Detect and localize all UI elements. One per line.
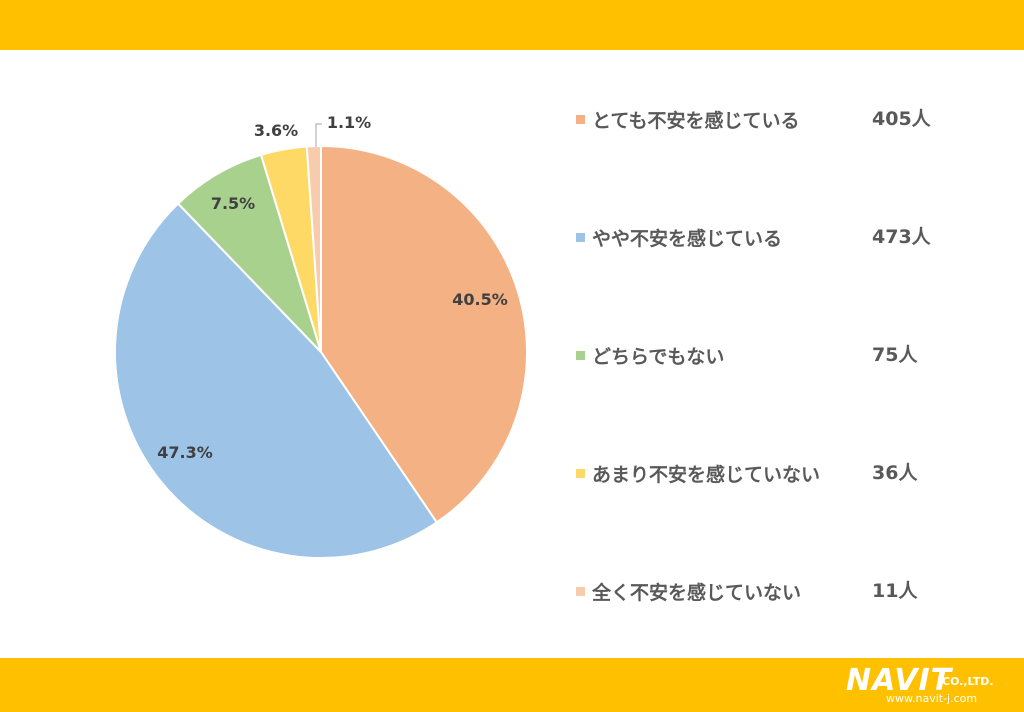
slice-label-3: 7.5% [211,194,255,213]
legend-label: あまり不安を感じていない [592,463,821,486]
slice-label-4: 3.6% [254,121,298,140]
slice-label-5: 1.1% [327,113,371,132]
legend-label: 全く不安を感じていない [592,581,802,604]
legend-item-3: どちらでもない [576,340,724,370]
legend-count-1: 405人 [872,108,931,130]
legend-label: どちらでもない [592,345,725,368]
leader-line [315,123,322,147]
legend-item-4: あまり不安を感じていない [576,458,820,488]
legend-item-2: やや不安を感じている [576,222,782,252]
legend-count-4: 36人 [872,462,918,484]
pie-slice-5 [305,144,322,353]
legend-swatch [576,468,585,478]
legend-count-3: 75人 [872,344,918,366]
legend-swatch [576,114,585,124]
legend-swatch [576,586,585,596]
pie-slice-3 [176,153,322,353]
pie-slice-2 [113,202,439,559]
legend-item-5: 全く不安を感じていない [576,576,801,606]
legend-label: とても不安を感じている [592,109,800,132]
logo-word: NAVIT [846,663,953,698]
legend-swatch [576,232,585,242]
legend-item-1: とても不安を感じている [576,104,799,134]
legend-count-2: 473人 [872,226,931,248]
logo-url: www.navit-j.com [886,692,978,705]
slice-label-1: 40.5% [452,290,508,309]
pie-slice-1 [320,144,528,524]
legend-swatch [576,350,585,360]
slice-label-2: 47.3% [157,443,213,462]
top-banner [0,0,1024,50]
navit-logo: NAVIT CO.,LTD. www.navit-j.com [846,661,1018,709]
bottom-banner [0,658,1024,712]
logo-suffix: CO.,LTD. [942,675,994,688]
legend-count-5: 11人 [872,580,918,602]
legend-label: やや不安を感じている [592,227,783,250]
